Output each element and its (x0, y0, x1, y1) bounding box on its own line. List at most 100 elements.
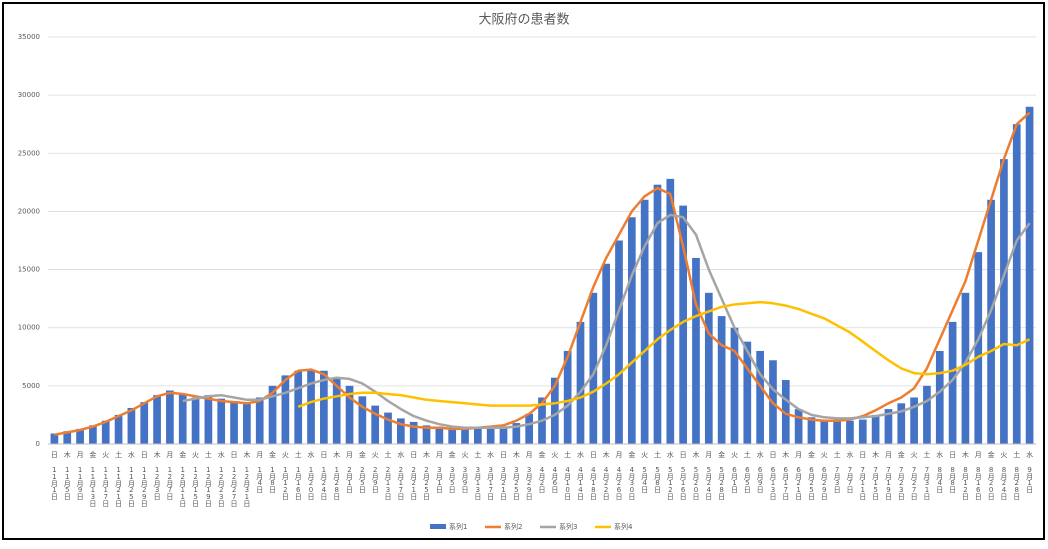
line (182, 213, 1031, 429)
weekday-label: 月 (77, 451, 84, 459)
x-tick-label: 2月1日 (346, 466, 354, 494)
x-tick-label: 7月31日 (923, 466, 931, 501)
bar (435, 426, 444, 444)
legend-swatch (430, 524, 446, 529)
weekday-label: 日 (590, 451, 597, 459)
weekday-label: 土 (923, 450, 930, 459)
weekday-label: 月 (346, 451, 353, 459)
bar (384, 412, 392, 444)
x-tick-label: 9月1日 (1026, 466, 1034, 494)
weekday-label: 月 (705, 451, 712, 459)
x-tick-label: 7月27日 (910, 466, 918, 501)
weekday-label: 土 (564, 450, 571, 459)
bar (884, 409, 893, 444)
bar (127, 407, 136, 444)
x-tick-label: 12月23日 (217, 466, 225, 508)
x-tick-label: 6月9日 (756, 466, 764, 494)
bar (846, 420, 854, 444)
weekday-label: 木 (64, 450, 71, 459)
weekday-label: 日 (680, 451, 687, 459)
y-tick-label: 25000 (18, 149, 40, 157)
bar (550, 377, 559, 444)
bar (191, 397, 200, 444)
weekday-label: 月 (885, 451, 892, 459)
x-tick-label: 1月20日 (307, 466, 315, 501)
x-tick-label: 6月13日 (769, 466, 777, 501)
weekday-label: 日 (320, 451, 327, 459)
bar (602, 263, 611, 444)
chart-title: 大阪府の患者数 (478, 13, 569, 28)
bar (371, 405, 380, 444)
x-tick-label: 5月4日 (641, 466, 649, 494)
x-tick-label: 3月17日 (487, 466, 495, 501)
weekday-label: 土 (295, 450, 302, 459)
weekday-label: 水 (397, 450, 404, 459)
y-tick-label: 20000 (18, 207, 40, 215)
weekday-label: 木 (692, 450, 699, 459)
weekday-label: 火 (821, 451, 828, 459)
x-tick-label: 12月27日 (230, 466, 238, 508)
x-tick-label: 3月29日 (525, 466, 533, 501)
x-tick-label: 2月9日 (371, 466, 379, 494)
bar (461, 428, 469, 444)
weekday-label: 木 (423, 450, 430, 459)
weekday-label: 水 (936, 450, 943, 459)
weekday-label: 日 (769, 451, 776, 459)
bar (935, 350, 944, 444)
bar (114, 414, 123, 444)
x-tick-label: 7月15日 (872, 466, 880, 501)
weekday-label: 木 (962, 450, 969, 459)
x-tick-label: 12月19日 (204, 466, 212, 508)
bar (332, 377, 341, 444)
x-tick-label: 3月5日 (448, 466, 456, 494)
weekday-label: 月 (526, 451, 533, 459)
weekday-label: 火 (731, 451, 738, 459)
weekday-label: 日 (231, 451, 238, 459)
weekday-label: 火 (102, 451, 109, 459)
weekday-label: 火 (641, 451, 648, 459)
bar (781, 380, 790, 444)
y-tick-label: 35000 (18, 33, 40, 41)
bar (525, 413, 534, 444)
weekday-label: 火 (1000, 451, 1007, 459)
bar (640, 199, 649, 444)
bar (743, 341, 752, 444)
x-tick-label: 1月24日 (320, 466, 328, 501)
bar (50, 433, 59, 444)
x-tick-label: 8月24日 (1000, 466, 1008, 501)
x-tick-label: 3月25日 (512, 466, 520, 501)
x-tick-label: 12月15日 (192, 466, 200, 508)
weekday-label: 金 (988, 450, 995, 459)
x-tick-label: 8月4日 (936, 466, 944, 494)
bar (140, 402, 149, 444)
bar (178, 393, 187, 444)
bar (204, 395, 213, 444)
weekday-label: 水 (757, 450, 764, 459)
bar (397, 418, 405, 444)
bar (897, 403, 906, 444)
weekday-label: 日 (500, 451, 507, 459)
weekday-label: 木 (154, 450, 161, 459)
weekday-label: 月 (615, 451, 622, 459)
bar (730, 327, 739, 444)
bar (948, 321, 957, 444)
weekday-label: 月 (166, 451, 173, 459)
weekday-label: 水 (577, 450, 584, 459)
x-tick-label: 12月3日 (153, 466, 161, 501)
bar (820, 419, 829, 444)
x-tick-label: 6月5日 (743, 466, 751, 494)
bar (627, 217, 636, 444)
weekday-label: 火 (911, 451, 918, 459)
x-tick-label: 1月4日 (256, 466, 264, 494)
weekday-label: 水 (846, 450, 853, 459)
legend-label: 系列4 (614, 522, 633, 531)
x-tick-label: 2月25日 (423, 466, 431, 501)
weekday-label: 土 (205, 450, 212, 459)
x-tick-label: 6月25日 (807, 466, 815, 501)
bar (255, 397, 264, 444)
bar (345, 385, 354, 444)
y-tick-label: 10000 (18, 324, 40, 332)
bar (923, 385, 931, 444)
x-tick-label: 3月21日 (500, 466, 508, 501)
bar (76, 428, 84, 444)
